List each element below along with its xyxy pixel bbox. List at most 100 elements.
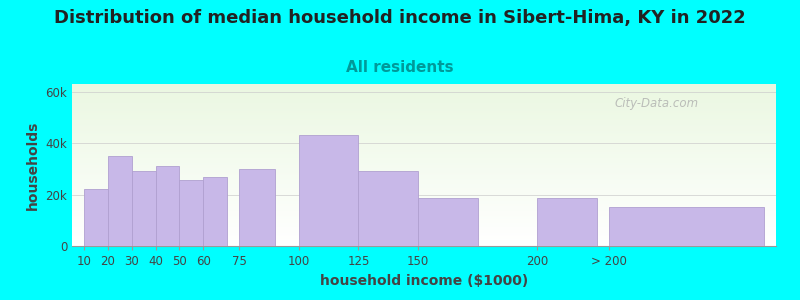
Bar	[72, 175, 776, 176]
Bar	[72, 108, 776, 109]
Bar	[72, 145, 776, 146]
Bar	[609, 207, 764, 246]
Text: All residents: All residents	[346, 60, 454, 75]
Bar	[72, 141, 776, 142]
Bar	[72, 153, 776, 154]
Bar	[72, 135, 776, 136]
Bar	[72, 215, 776, 216]
Bar	[72, 188, 776, 189]
Bar	[72, 222, 776, 223]
Bar	[72, 183, 776, 184]
Bar	[72, 121, 776, 122]
Bar	[72, 204, 776, 205]
Bar	[72, 227, 776, 228]
Bar	[72, 126, 776, 127]
Bar	[72, 181, 776, 182]
Bar	[72, 148, 776, 149]
Text: City-Data.com: City-Data.com	[614, 97, 698, 110]
Bar	[72, 230, 776, 231]
Bar	[72, 202, 776, 203]
Bar	[72, 89, 776, 90]
Bar	[72, 136, 776, 137]
Bar	[132, 171, 155, 246]
Bar	[72, 91, 776, 92]
Bar	[72, 88, 776, 89]
Bar	[72, 171, 776, 172]
Bar	[72, 225, 776, 226]
Bar	[72, 184, 776, 185]
Bar	[72, 238, 776, 239]
Bar	[538, 198, 597, 246]
Bar	[72, 241, 776, 242]
Bar	[72, 84, 776, 85]
Bar	[72, 151, 776, 152]
Bar	[72, 168, 776, 169]
Bar	[72, 209, 776, 210]
Bar	[72, 205, 776, 206]
Bar	[72, 159, 776, 160]
Bar	[72, 154, 776, 155]
Bar	[72, 118, 776, 119]
Bar	[72, 106, 776, 107]
Bar	[72, 232, 776, 233]
Bar	[72, 104, 776, 105]
Bar	[72, 98, 776, 99]
Bar	[72, 144, 776, 145]
Bar	[72, 172, 776, 173]
Bar	[72, 213, 776, 214]
Bar	[72, 217, 776, 218]
Text: Distribution of median household income in Sibert-Hima, KY in 2022: Distribution of median household income …	[54, 9, 746, 27]
Bar	[72, 95, 776, 96]
Bar	[72, 233, 776, 234]
Bar	[72, 97, 776, 98]
Bar	[72, 214, 776, 215]
Bar	[72, 93, 776, 94]
Bar	[72, 203, 776, 204]
Bar	[72, 111, 776, 112]
Bar	[72, 96, 776, 97]
Bar	[72, 142, 776, 143]
Bar	[72, 234, 776, 235]
Bar	[72, 125, 776, 126]
Bar	[72, 190, 776, 191]
Bar	[72, 139, 776, 140]
Bar	[72, 152, 776, 153]
Bar	[72, 186, 776, 187]
Bar	[72, 127, 776, 128]
Bar	[72, 163, 776, 164]
Bar	[72, 182, 776, 183]
Bar	[72, 201, 776, 202]
Bar	[72, 92, 776, 93]
Bar	[72, 123, 776, 124]
Bar	[72, 218, 776, 219]
Bar	[72, 193, 776, 194]
Bar	[84, 189, 108, 246]
Bar	[203, 177, 227, 246]
Bar	[72, 122, 776, 123]
Bar	[72, 119, 776, 120]
Bar	[72, 226, 776, 227]
Bar	[72, 149, 776, 150]
Bar	[72, 197, 776, 198]
Bar	[108, 156, 132, 246]
Bar	[72, 199, 776, 200]
Bar	[72, 231, 776, 232]
Bar	[72, 150, 776, 151]
Bar	[72, 216, 776, 217]
Bar	[72, 245, 776, 246]
Bar	[72, 179, 776, 180]
Bar	[72, 101, 776, 102]
Bar	[72, 157, 776, 158]
Bar	[72, 114, 776, 115]
Bar	[72, 177, 776, 178]
Bar	[72, 90, 776, 91]
Bar	[72, 156, 776, 157]
Bar	[72, 244, 776, 245]
Bar	[72, 200, 776, 201]
Bar	[72, 192, 776, 193]
Bar	[72, 167, 776, 168]
Bar	[72, 207, 776, 208]
Bar	[239, 169, 275, 246]
Bar	[72, 176, 776, 177]
Bar	[179, 180, 203, 246]
